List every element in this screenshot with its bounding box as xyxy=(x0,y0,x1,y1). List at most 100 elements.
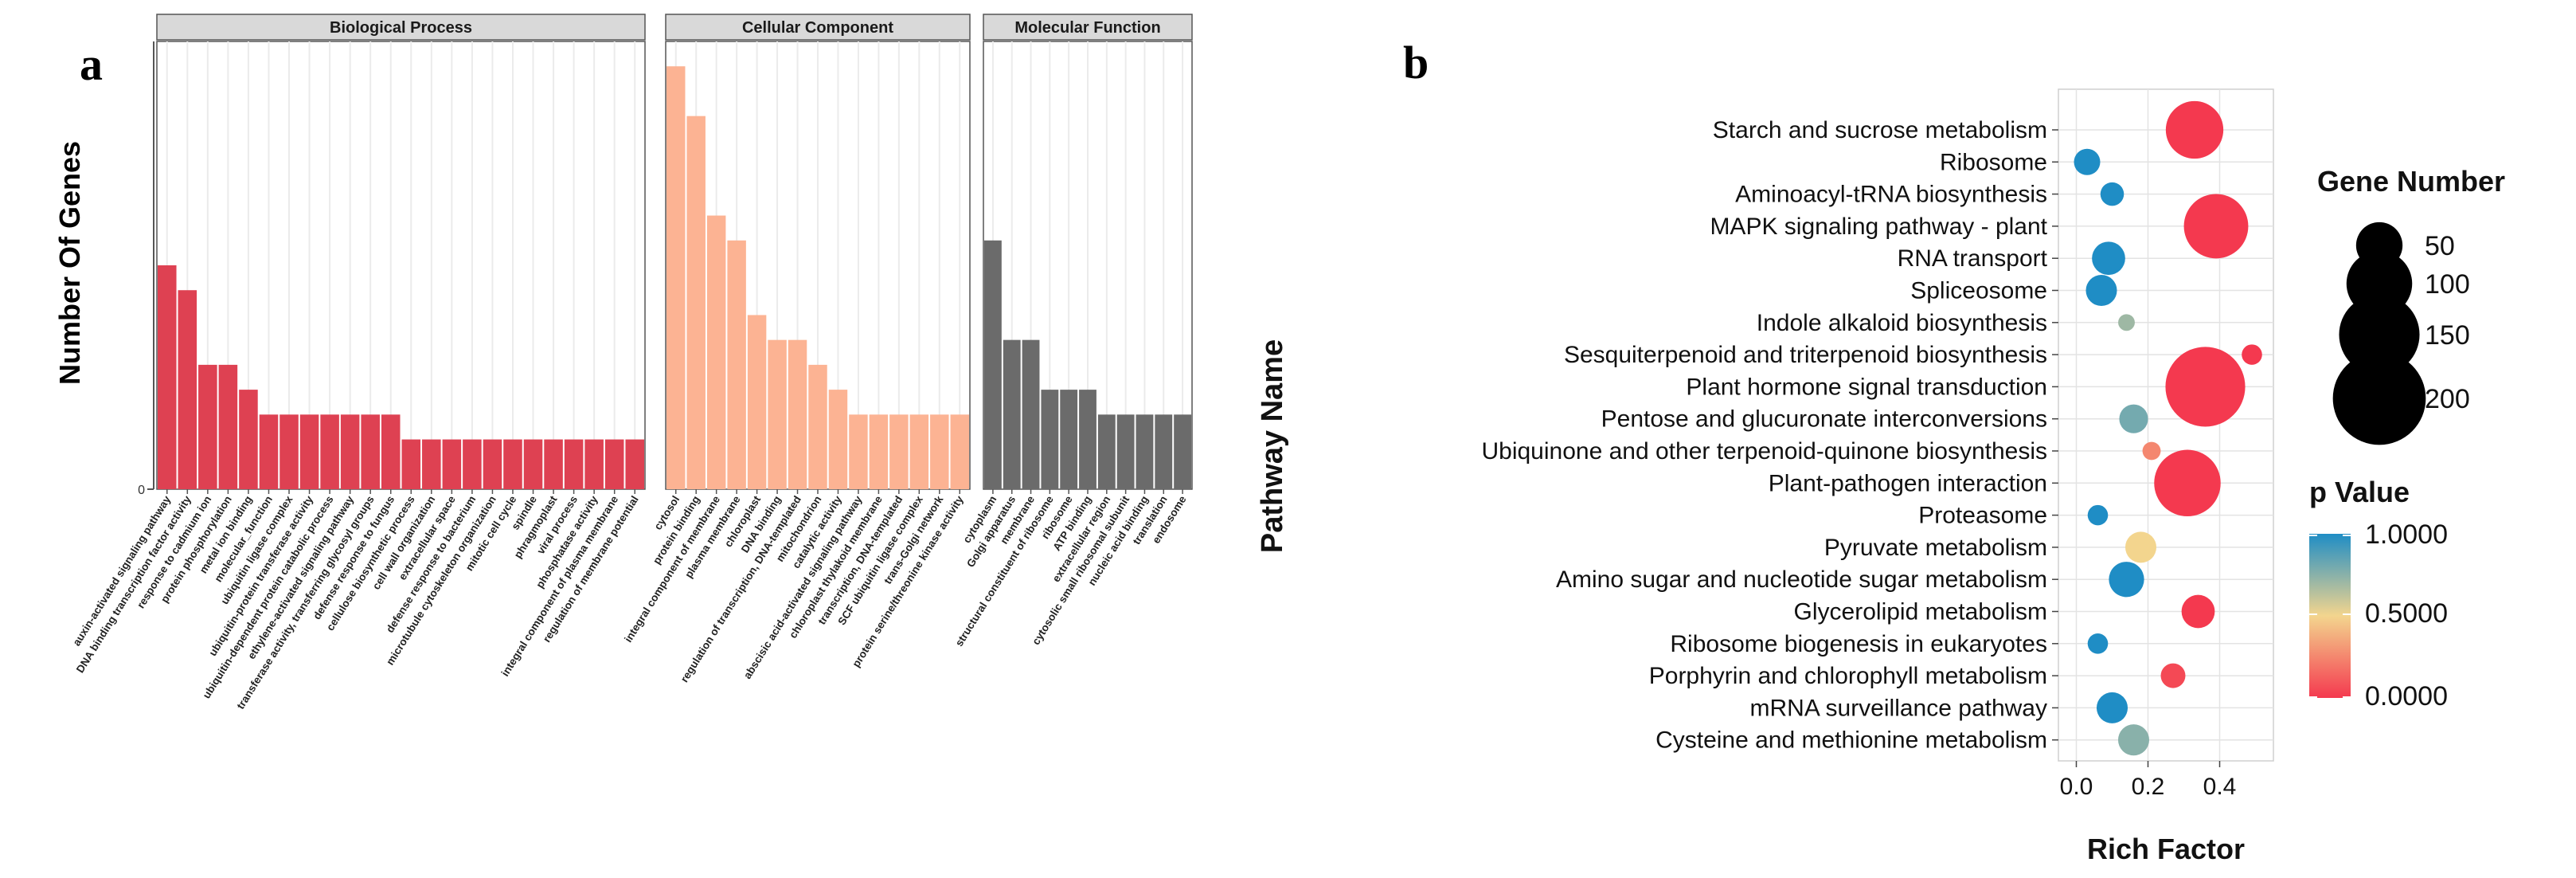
b-pathway-label: Sesquiterpenoid and triterpenoid biosynt… xyxy=(1564,342,2047,368)
b-pathway-label: Plant hormone signal transduction xyxy=(1686,374,2047,400)
a-bar xyxy=(320,414,339,489)
b-pathway-label: Amino sugar and nucleotide sugar metabol… xyxy=(1556,566,2047,593)
a-bar xyxy=(747,315,767,489)
b-bubble xyxy=(2100,182,2125,206)
b-y-axis-title: Pathway Name xyxy=(1256,339,1289,553)
a-bar xyxy=(564,439,584,489)
b-color-legend-title: p Value xyxy=(2309,476,2410,508)
a-bar xyxy=(442,439,462,489)
b-pathway-label: Cysteine and methionine metabolism xyxy=(1655,727,2047,754)
a-bar xyxy=(706,215,726,489)
b-pathway-label: Starch and sucrose metabolism xyxy=(1713,117,2047,143)
a-bar xyxy=(178,290,197,489)
b-size-legend-title: Gene Number xyxy=(2317,165,2505,198)
a-bar xyxy=(828,390,848,489)
a-bar xyxy=(584,439,604,489)
b-bubble xyxy=(2092,241,2125,276)
a-bar xyxy=(788,339,807,489)
a-bar xyxy=(158,265,177,489)
a-bar xyxy=(727,240,746,489)
b-bubble xyxy=(2181,594,2215,629)
a-y-zero-label: 0 xyxy=(138,484,145,497)
a-bar xyxy=(239,390,258,489)
b-bubble xyxy=(2125,531,2157,563)
a-facet-strip xyxy=(665,14,971,41)
b-bubble xyxy=(2119,404,2148,433)
a-bar xyxy=(984,240,1002,489)
a-bar xyxy=(889,414,909,489)
a-bar xyxy=(483,439,502,489)
a-bar xyxy=(1079,390,1096,489)
a-bar xyxy=(950,414,969,489)
b-bubble xyxy=(2096,692,2128,723)
a-bar xyxy=(259,414,279,489)
b-size-legend-circle xyxy=(2332,351,2426,445)
b-bubble xyxy=(2183,194,2249,259)
panel-b-kegg-bubble-chart: Starch and sucrose metabolism Ribosome Ami… xyxy=(1256,88,2505,865)
b-bubble xyxy=(2117,724,2150,756)
a-bar xyxy=(361,414,380,489)
a-bar xyxy=(503,439,522,489)
a-facet-strip xyxy=(983,14,1193,41)
panel-b-letter: b xyxy=(1403,37,1429,88)
b-bubble xyxy=(2085,274,2117,307)
b-x-axis-title: Rich Factor xyxy=(2087,833,2245,865)
b-bubble xyxy=(2165,100,2224,159)
a-bar xyxy=(1136,414,1154,489)
a-bar xyxy=(808,364,827,489)
b-bubble xyxy=(2087,504,2109,526)
b-bubble xyxy=(2087,633,2109,654)
a-bar xyxy=(604,439,624,489)
a-bar xyxy=(544,439,563,489)
b-bubble xyxy=(2242,344,2262,365)
b-x-tick-label: 0.0 xyxy=(2060,774,2093,800)
a-bar xyxy=(849,414,868,489)
b-bubble xyxy=(2160,663,2186,688)
a-bar xyxy=(869,414,889,489)
a-bar xyxy=(930,414,949,489)
a-bar xyxy=(381,414,401,489)
a-bar xyxy=(463,439,482,489)
panel-a-letter: a xyxy=(80,38,103,90)
a-bar xyxy=(401,439,421,489)
a-bar xyxy=(422,439,441,489)
b-pathway-label: Pentose and glucuronate interconversions xyxy=(1601,406,2047,433)
b-pathway-label: Glycerolipid metabolism xyxy=(1794,599,2047,625)
a-bar xyxy=(1155,414,1173,489)
a-facet-strip xyxy=(156,14,646,41)
b-pathway-label: RNA transport xyxy=(1898,245,2048,272)
b-pathway-label: mRNA surveillance pathway xyxy=(1750,695,2048,721)
b-color-legend-label: 1.0000 xyxy=(2365,519,2448,550)
b-size-legend-circle xyxy=(2339,294,2420,375)
b-plot-area xyxy=(2058,88,2274,762)
b-pathway-label: Porphyrin and chlorophyll metabolism xyxy=(1649,663,2047,689)
b-pathway-label: Pyruvate metabolism xyxy=(1824,535,2047,561)
b-size-legend-label: 200 xyxy=(2425,384,2470,414)
a-bar xyxy=(523,439,543,489)
a-bar xyxy=(198,364,217,489)
a-facet-strip-label: Molecular Function xyxy=(1014,19,1160,37)
b-bubble xyxy=(2142,441,2161,461)
a-bar xyxy=(686,116,706,489)
b-x-tick-label: 0.4 xyxy=(2203,774,2237,800)
b-x-tick-label: 0.2 xyxy=(2132,774,2165,800)
b-bubble xyxy=(2109,562,2144,598)
b-bubble xyxy=(2165,347,2246,427)
a-facet-panel xyxy=(156,41,646,490)
a-y-axis-title: Number Of Genes xyxy=(53,141,86,385)
a-bar xyxy=(768,339,787,489)
a-bar xyxy=(1174,414,1191,489)
b-bubble xyxy=(2118,314,2135,331)
a-bar xyxy=(1041,390,1059,489)
a-x-tick-label: integral component of membrane xyxy=(622,493,722,645)
a-bar xyxy=(279,414,299,489)
b-pathway-label: MAPK signaling pathway - plant xyxy=(1710,214,2047,240)
b-color-legend-label: 0.5000 xyxy=(2365,598,2448,629)
b-pathway-label: Spliceosome xyxy=(1910,278,2047,304)
a-bar xyxy=(1003,339,1021,489)
